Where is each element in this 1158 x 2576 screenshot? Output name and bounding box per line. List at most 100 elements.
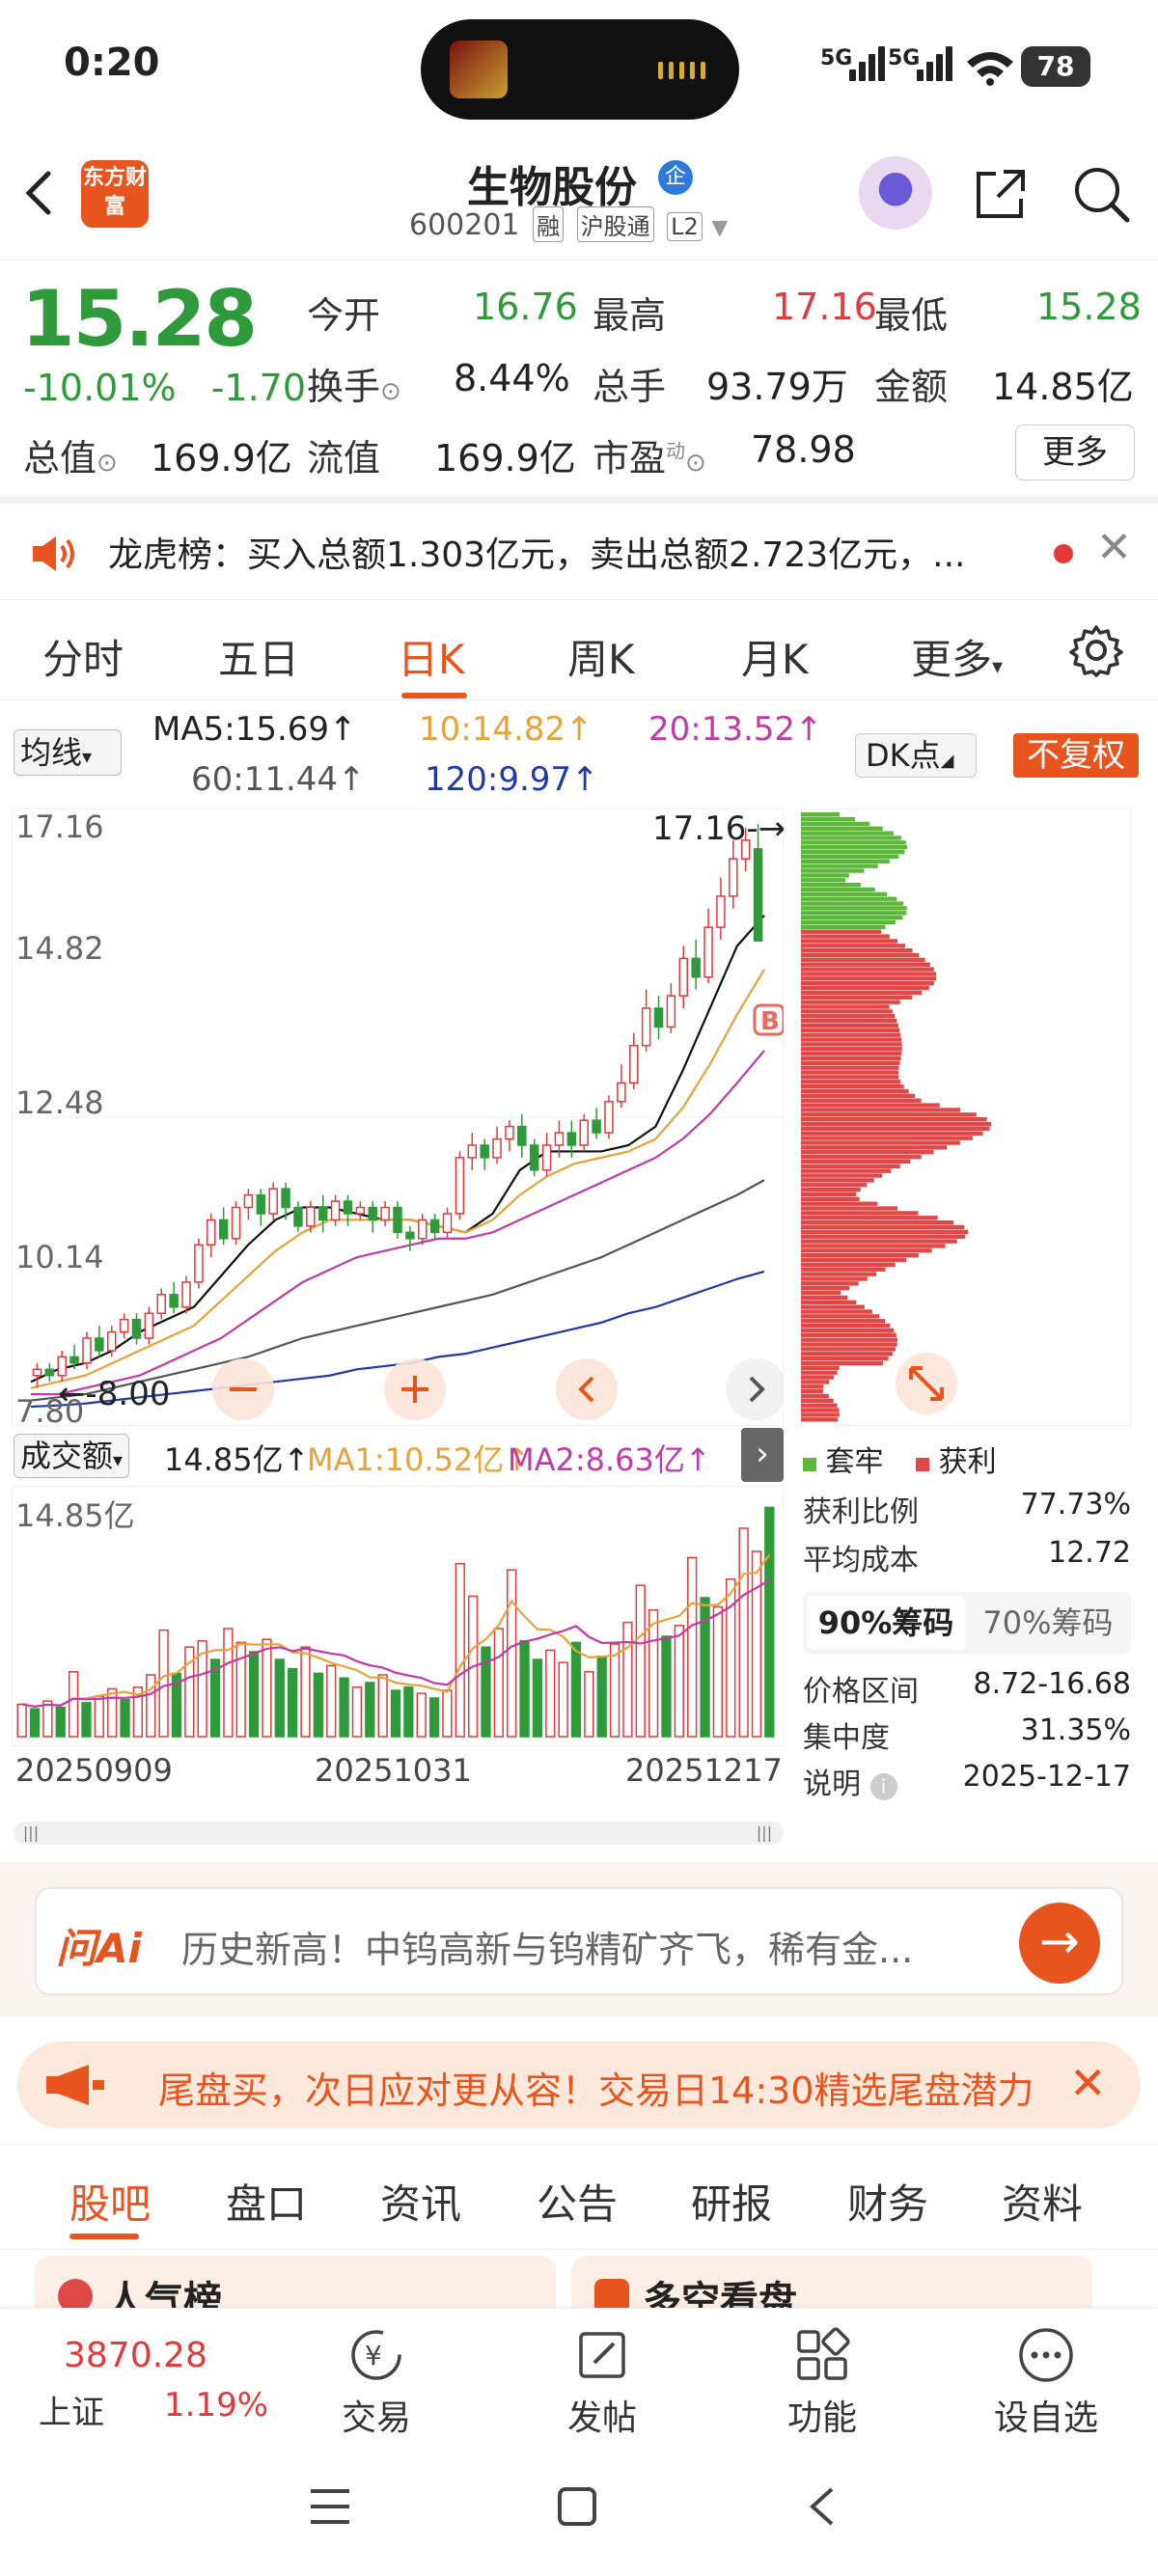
menu-icon[interactable] [307,2485,353,2528]
candle [44,1368,55,1377]
trade-label[interactable]: 交易 [341,2398,411,2438]
volume-bar [403,1686,414,1738]
stock-code-row[interactable]: 600201 融 沪股通 L2 ▼ [409,206,728,242]
low-annotation: ←-8.00 [58,1375,170,1413]
buy-marker[interactable]: B [753,1003,784,1036]
trade-icon[interactable]: ¥ [345,2324,407,2386]
timeline-scrollbar[interactable]: ||| ||| [14,1822,784,1845]
share-icon[interactable] [971,164,1031,224]
tab-five-day[interactable]: 五日 [218,636,300,683]
search-icon[interactable] [1071,164,1131,224]
tab-news[interactable]: 资讯 [380,2180,462,2228]
note-label[interactable]: 说明 i [803,1760,897,1802]
back-icon[interactable] [19,164,68,222]
enterprise-badge: 企 [658,160,693,195]
date-start: 20250909 [15,1752,173,1789]
pe-label[interactable]: 市盈动⊙ [593,437,706,480]
tab-more[interactable]: 更多▾ [911,636,1004,683]
candle [753,848,763,943]
banner-close-icon[interactable]: ✕ [1069,2057,1107,2109]
dragon-tiger-notice[interactable]: 龙虎榜：买入总额1.303亿元，卖出总额2.723亿元，... ✕ [0,504,1158,600]
post-icon[interactable] [571,2324,633,2386]
settings-gear-icon[interactable] [1069,623,1123,677]
tab-intraday[interactable]: 分时 [42,636,124,683]
avg-cost-value: 12.72 [1048,1536,1131,1570]
app-logo[interactable]: 东方财富 [81,160,149,228]
tab-pankou[interactable]: 盘口 [226,2180,308,2228]
tab-profile[interactable]: 资料 [1002,2180,1084,2228]
scroll-right-button[interactable] [726,1358,784,1420]
candle [566,1132,577,1146]
chip-bar [801,1145,948,1150]
chip-bar [801,1347,896,1352]
cell-signal-icon [917,42,959,81]
chip-bar [801,1267,886,1272]
ai-go-arrow-icon[interactable]: → [1019,1903,1100,1984]
tab-guba[interactable]: 股吧 [69,2180,152,2228]
no-adjust-button[interactable]: 不复权 [1013,733,1139,778]
chip-bar [801,1370,838,1375]
more-button[interactable]: 更多 [1015,425,1135,480]
promo-banner[interactable]: 尾盘买，次日应对更从容！交易日14:30精选尾盘潜力 ✕ [17,2042,1141,2128]
tab-monthly-k[interactable]: 月K [741,636,809,683]
tab-chip-70[interactable]: 70%筹码 [982,1604,1114,1641]
close-icon[interactable]: ✕ [1096,523,1132,572]
dk-point-selector[interactable]: DK点◢ [855,733,977,778]
expand-icon[interactable] [896,1353,957,1414]
dynamic-island[interactable] [421,19,739,120]
volume-chart[interactable]: 14.85亿 [12,1486,784,1746]
chip-bar [801,976,937,981]
chip-bar [801,896,897,901]
tab-announcements[interactable]: 公告 [537,2180,619,2228]
tab-research[interactable]: 研报 [691,2180,773,2228]
add-watchlist-icon[interactable] [1015,2324,1077,2386]
candle [678,957,689,997]
assistant-robot-icon[interactable] [859,156,932,230]
ma-selector[interactable]: 均线▾ [14,729,122,776]
chip-distribution-chart[interactable] [801,808,1131,1426]
chip-bar [801,1178,874,1183]
functions-grid-icon[interactable] [791,2324,853,2386]
functions-label[interactable]: 功能 [786,2398,857,2438]
chip-bar [801,967,934,972]
chip-bar [801,1187,861,1192]
home-icon[interactable] [554,2483,600,2530]
chip-bar [801,863,878,868]
chip-bar [801,1117,987,1122]
add-watchlist-label[interactable]: 设自选 [993,2398,1098,2438]
turnover-label[interactable]: 换手⊙ [307,366,401,408]
chip-bar [801,1281,859,1286]
candlestick-chart[interactable]: 17.16 14.82 12.48 10.14 7.80 17.16-→ ←-8… [12,808,784,1426]
post-label[interactable]: 发帖 [566,2398,637,2438]
index-value[interactable]: 3870.28 [64,2336,207,2375]
volume-bar [493,1628,505,1738]
chip-bar [801,878,846,883]
volume-bar [532,1658,543,1738]
back-nav-icon[interactable] [803,2483,841,2530]
tab-daily-k[interactable]: 日K [398,636,465,683]
ma-line-ma20 [31,1050,765,1396]
expand-panel-button[interactable]: › [741,1428,784,1482]
chip-bar [801,952,920,958]
scroll-left-button[interactable] [556,1358,618,1420]
tab-weekly-k[interactable]: 周K [567,636,635,683]
volume-bar [558,1661,568,1738]
zoom-out-button[interactable] [212,1358,274,1420]
scroll-handle-right[interactable]: ||| [756,1823,773,1842]
ai-search-box[interactable]: 问Ai 历史新高！中钨高新与钨精矿齐飞，稀有金... [35,1887,1123,1995]
long-short-card[interactable]: 多空看盘 [571,2256,1092,2308]
market-cap-label[interactable]: 总值⊙ [23,437,118,480]
quote-panel: 15.28 -10.01% -1.70 今开 16.76 最高 17.16 最低… [0,262,1158,504]
popularity-card[interactable]: 人气榜 [35,2256,556,2308]
chip-bar [801,1398,834,1404]
candle [256,1193,266,1215]
zoom-in-button[interactable] [384,1358,446,1420]
tab-finance[interactable]: 财务 [847,2180,929,2228]
scroll-handle-left[interactable]: ||| [22,1823,40,1842]
chip-bar [801,1055,901,1061]
chip-bar [801,1337,897,1342]
volume-indicator-selector[interactable]: 成交额▾ [14,1434,130,1478]
svg-text:¥: ¥ [365,2340,382,2371]
volume-bar [428,1697,440,1738]
tab-chip-90[interactable]: 90%筹码 [807,1596,965,1650]
